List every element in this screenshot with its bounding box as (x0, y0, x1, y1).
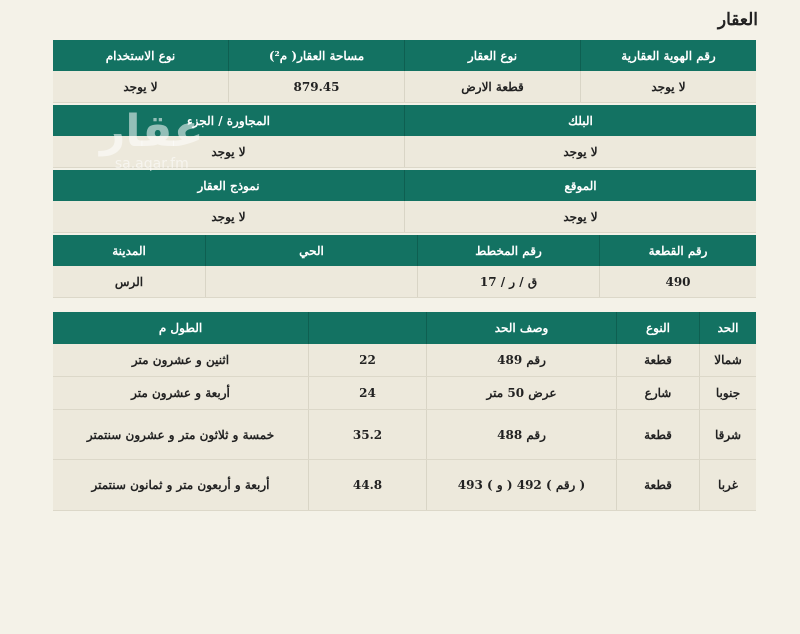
column-header: المجاورة / الجزء (187, 113, 270, 128)
column-header: نوع العقار (404, 40, 580, 71)
column-header: رقم الهوية العقارية (580, 40, 756, 71)
column-header: الحد (699, 312, 756, 344)
page-title: العقار (717, 10, 758, 30)
boundaries-table: الحد النوع وصف الحد الطول م شمالا قطعة رقم 489… (53, 312, 756, 511)
table-cell: اثنين و عشرون متر (131, 353, 230, 367)
header-row: الموقع نموذج العقار (53, 170, 756, 201)
table-cell: ( رقم ) 492 ( و ) 493 (426, 460, 616, 510)
table-cell: لا يوجد (211, 144, 246, 159)
table-cell: قطعة (616, 344, 699, 376)
table-cell: قطعة (616, 410, 699, 459)
column-header: مساحة العقار( م²) (228, 40, 404, 71)
table-cell (205, 266, 417, 297)
column-header: نموذج العقار (197, 178, 260, 193)
table-cell: شارع (616, 377, 699, 409)
table-cell: أربعة و عشرون متر (131, 386, 230, 400)
table-cell: 44.8 (308, 460, 426, 510)
table-cell: لا يوجد (123, 79, 158, 94)
column-header (308, 312, 426, 344)
column-header: الموقع (404, 170, 756, 201)
header-row: رقم القطعة رقم المخطط الحي المدينة (53, 235, 756, 266)
table-cell: 879.45 (228, 71, 404, 102)
value-row: لا يوجد لا يوجد (53, 136, 756, 168)
table-cell: الرس (114, 274, 144, 289)
column-header: البلك (404, 105, 756, 136)
column-header: نوع الاستخدام (105, 48, 176, 63)
table-cell: جنوبا (699, 377, 756, 409)
table-cell: قطعة الارض (404, 71, 580, 102)
header-row: الحد النوع وصف الحد الطول م (53, 312, 756, 344)
value-row: لا يوجد قطعة الارض 879.45 لا يوجد (53, 71, 756, 103)
table-cell: 22 (308, 344, 426, 376)
value-row: لا يوجد لا يوجد (53, 201, 756, 233)
column-header: النوع (616, 312, 699, 344)
table-row: شمالا قطعة رقم 489 22 اثنين و عشرون متر (53, 344, 756, 377)
column-header: المدينة (112, 243, 146, 258)
table-cell: رقم 488 (426, 410, 616, 459)
table-cell: لا يوجد (211, 209, 246, 224)
table-cell: شمالا (699, 344, 756, 376)
header-row: البلك المجاورة / الجزء (53, 105, 756, 136)
table-cell: رقم 489 (426, 344, 616, 376)
column-header: الطول م (158, 321, 203, 335)
table-cell: خمسة و ثلاثون متر و عشرون سنتمتر (86, 427, 275, 442)
table-cell: قطعة (616, 460, 699, 510)
table-cell: 24 (308, 377, 426, 409)
value-row: 490 ق / ر / 17 الرس (53, 266, 756, 298)
column-header: رقم المخطط (417, 235, 599, 266)
property-info-table: رقم الهوية العقارية نوع العقار مساحة العقا… (53, 40, 756, 298)
table-cell: أربعة و أربعون متر و ثمانون سنتمتر (91, 478, 270, 492)
table-cell: لا يوجد (404, 201, 756, 232)
table-row: غربا قطعة( رقم ) 492 ( و ) 493 44.8 أربعة و… (53, 460, 756, 511)
table-cell: عرض 50 متر (426, 377, 616, 409)
table-cell: غربا (699, 460, 756, 510)
table-cell: 490 (599, 266, 756, 297)
table-row: شرقا قطعة رقم 488 35.2 خمسة و ثلاثون متر و ع… (53, 410, 756, 460)
table-cell: 35.2 (308, 410, 426, 459)
table-cell: شرقا (699, 410, 756, 459)
table-cell: لا يوجد (404, 136, 756, 167)
column-header: الحي (205, 235, 417, 266)
header-row: رقم الهوية العقارية نوع العقار مساحة العقا… (53, 40, 756, 71)
column-header: وصف الحد (426, 312, 616, 344)
table-cell: ق / ر / 17 (417, 266, 599, 297)
column-header: رقم القطعة (599, 235, 756, 266)
table-row: جنوبا شارع عرض 50 متر 24 أربعة و عشرون متر (53, 377, 756, 410)
table-cell: لا يوجد (580, 71, 756, 102)
